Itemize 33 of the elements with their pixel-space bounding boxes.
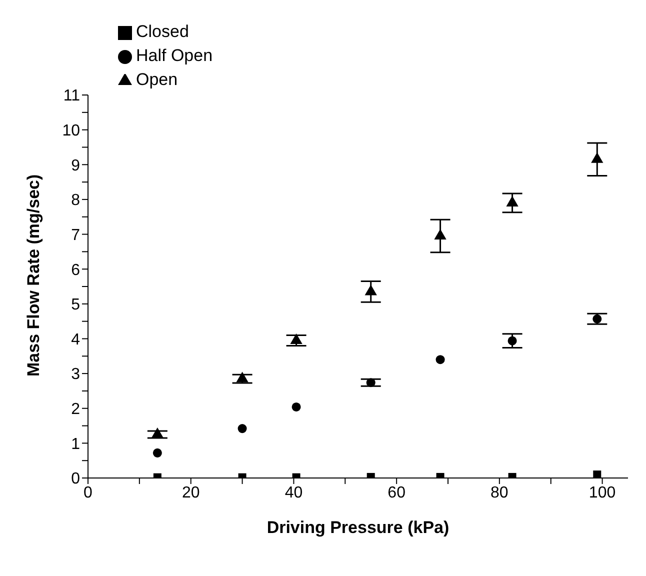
x-tick-label: 100 bbox=[588, 484, 616, 502]
y-tick-label: 3 bbox=[71, 366, 80, 384]
y-tick-label: 8 bbox=[71, 192, 80, 210]
x-tick-label: 20 bbox=[182, 484, 200, 502]
x-tick-label: 80 bbox=[490, 484, 508, 502]
point bbox=[290, 333, 302, 344]
point bbox=[593, 470, 602, 478]
x-tick-label: 60 bbox=[388, 484, 406, 502]
point bbox=[364, 284, 377, 296]
y-tick-label: 5 bbox=[71, 296, 80, 314]
y-tick-label: 1 bbox=[71, 436, 80, 453]
x-tick-label: 40 bbox=[284, 484, 303, 502]
y-tick-label: 11 bbox=[63, 88, 80, 105]
point bbox=[591, 152, 604, 163]
point bbox=[292, 402, 301, 412]
x-axis-title: Driving Pressure (kPa) bbox=[266, 518, 450, 537]
legend-label: Closed bbox=[136, 22, 189, 41]
y-tick-label: 7 bbox=[71, 226, 80, 244]
y-tick-label: 0 bbox=[71, 470, 80, 488]
point bbox=[236, 372, 248, 382]
y-tick-label: 4 bbox=[71, 331, 80, 348]
point bbox=[506, 196, 518, 206]
y-axis-title: Mass Flow Rate (mg/sec) bbox=[24, 174, 44, 376]
y-tick-label: 6 bbox=[71, 262, 80, 279]
point bbox=[434, 228, 446, 240]
point bbox=[151, 427, 164, 438]
legend-label: Open bbox=[136, 70, 178, 89]
y-tick-label: 10 bbox=[62, 122, 80, 140]
point bbox=[152, 448, 162, 458]
y-tick-label: 9 bbox=[71, 157, 80, 174]
x-tick-label: 0 bbox=[84, 484, 93, 502]
legend-label: Half Open bbox=[136, 46, 213, 65]
y-tick-label: 2 bbox=[71, 401, 80, 418]
